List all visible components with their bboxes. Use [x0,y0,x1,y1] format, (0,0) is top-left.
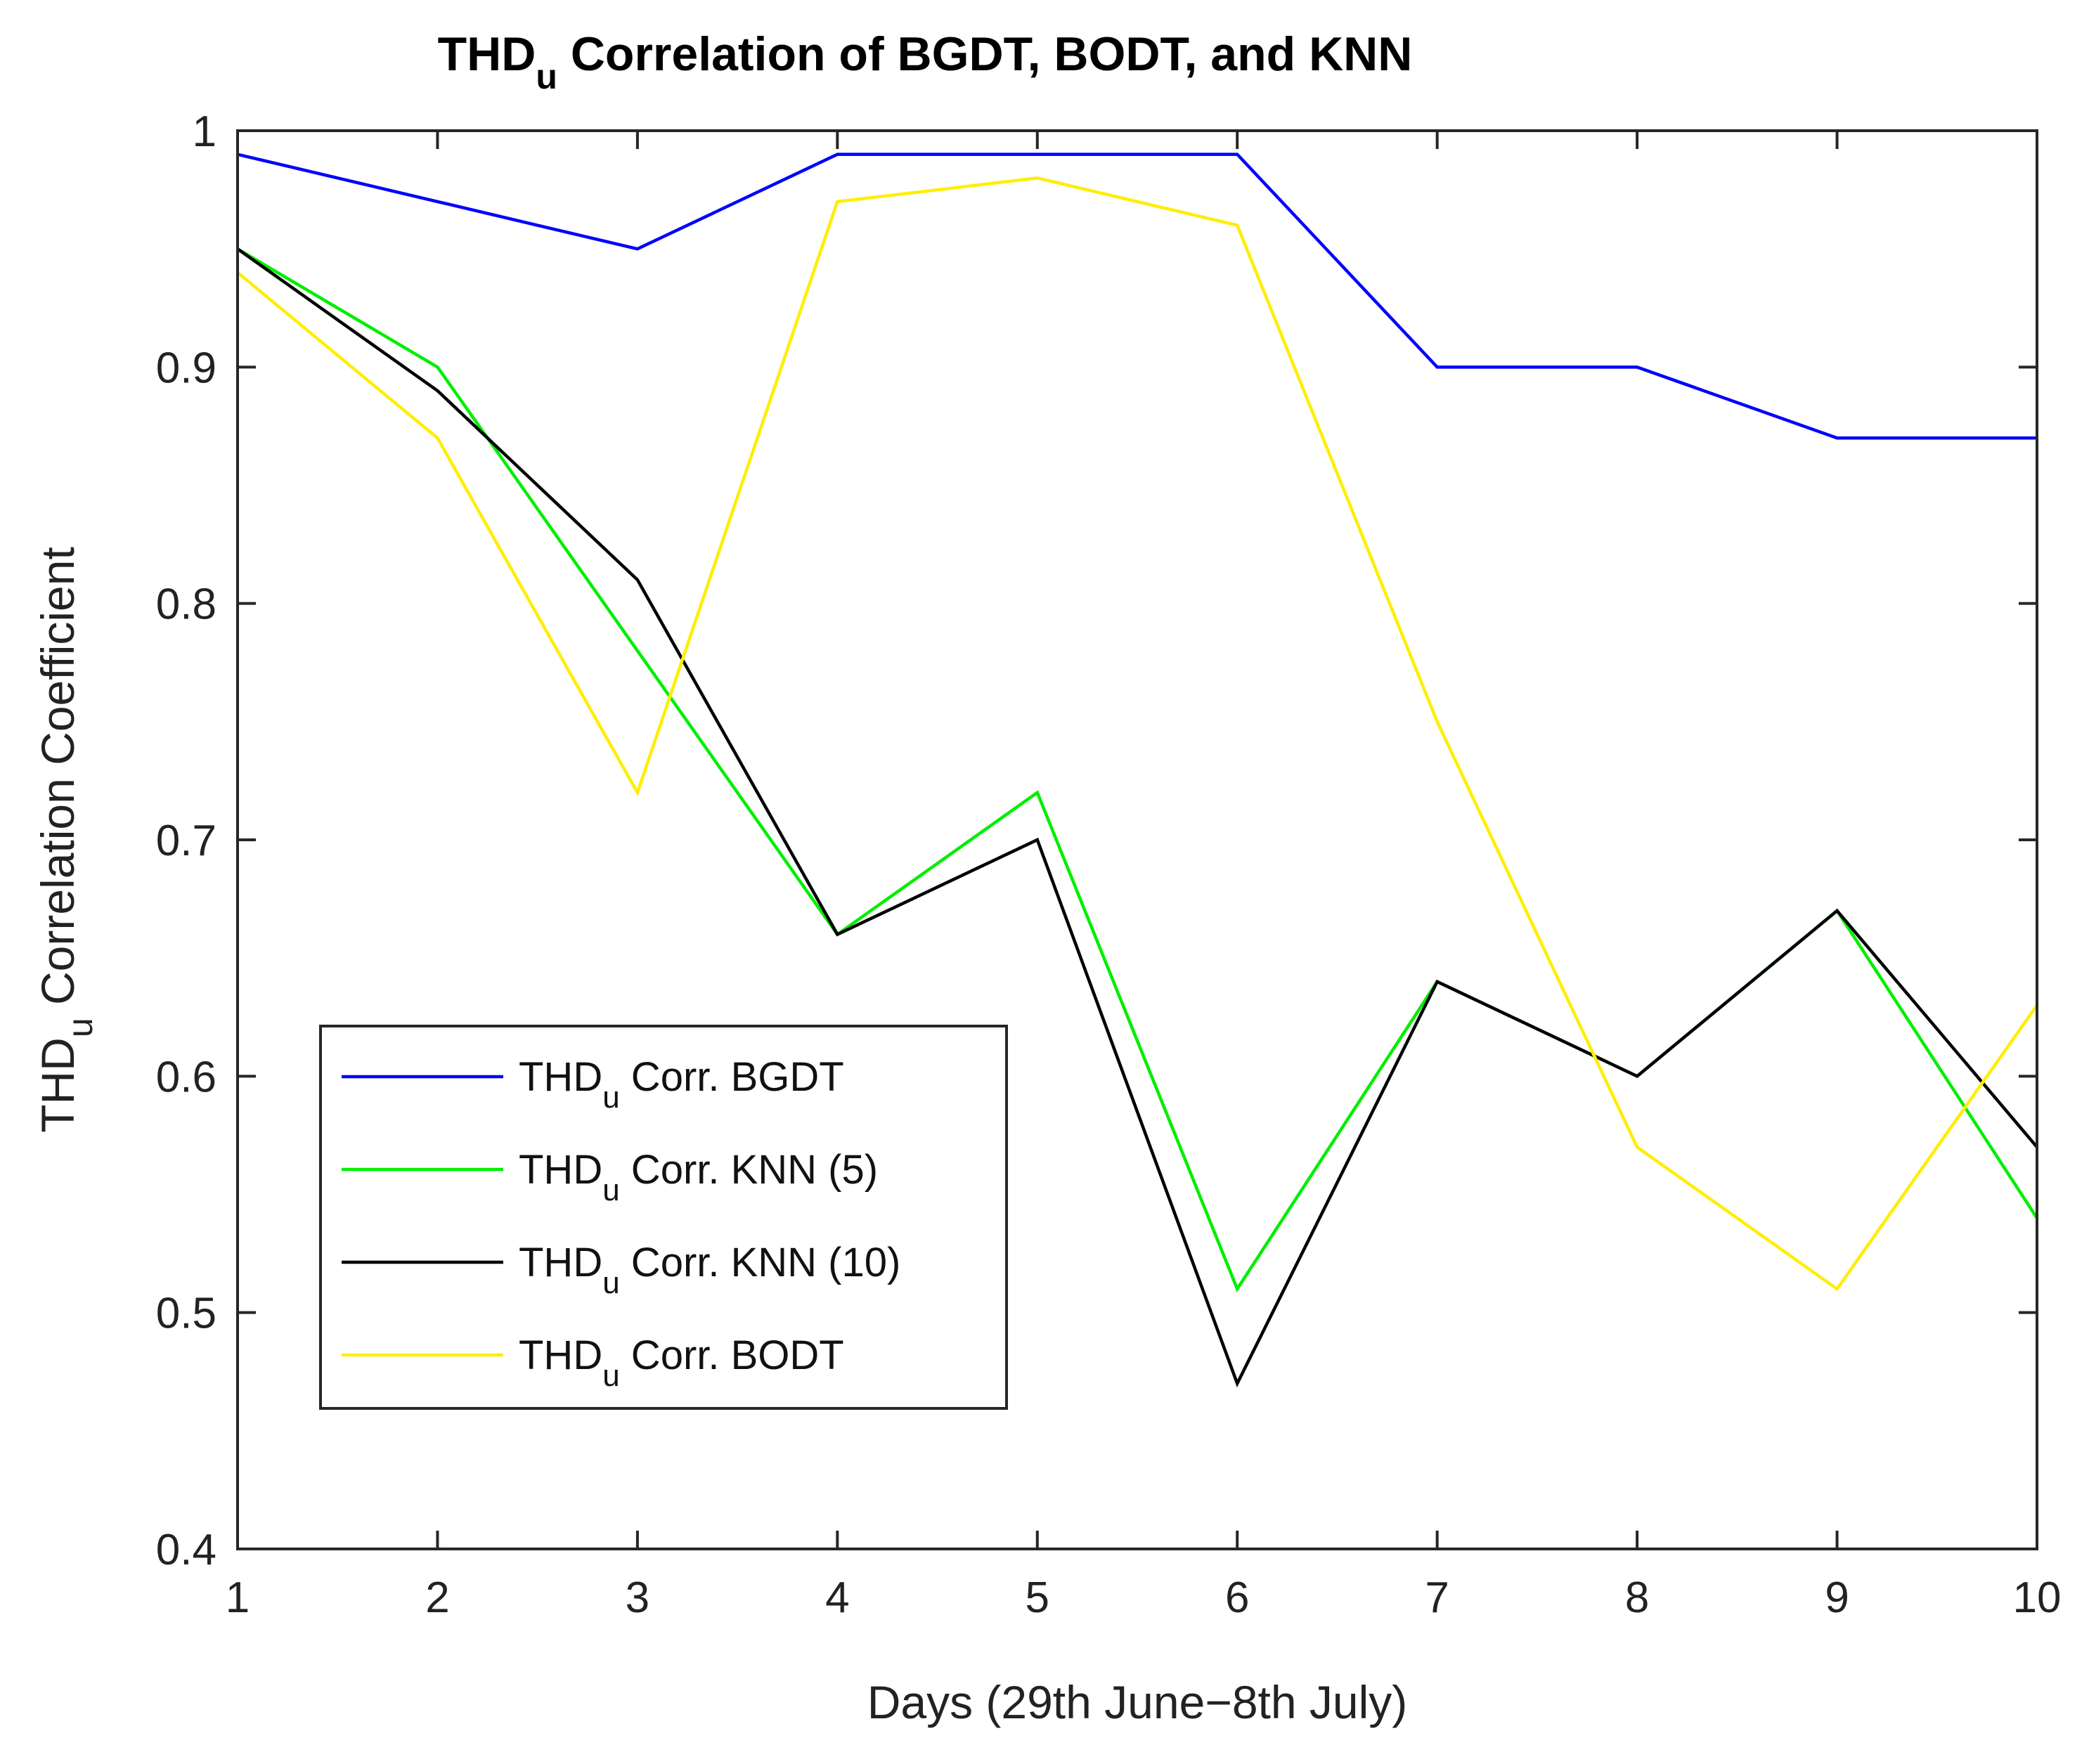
chart-title-main: THD [438,27,536,81]
x-tick-label: 10 [2013,1574,2062,1622]
y-tick-label: 0.4 [156,1526,216,1574]
x-axis-label: Days (29th June−8th July) [867,1676,1408,1728]
x-tick-label: 4 [825,1574,849,1622]
chart-title: THDu Correlation of BGDT, BODT, and KNN [438,27,1413,96]
x-tick-label: 5 [1026,1574,1049,1622]
x-tick-label: 3 [626,1574,649,1622]
y-axis-label-rest: Correlation Coefficient [32,547,84,1018]
legend: THDu Corr. BGDT THDu Corr. KNN (5) THDu Co… [319,1025,1008,1410]
y-tick-label: 0.9 [156,344,216,392]
y-axis-label-main: THD [32,1037,84,1133]
chart-title-rest: Correlation of BGDT, BODT, and KNN [557,27,1412,81]
y-tick-label: 0.5 [156,1290,216,1338]
x-tick-label: 7 [1425,1574,1449,1622]
y-axis-ticks: 0.4 0.5 0.6 0.7 0.8 0.9 1 [156,108,2037,1574]
legend-label-bodt: THDu Corr. BODT [519,1332,844,1393]
series-line-bgdt [237,153,2037,440]
legend-label-bgdt: THDu Corr. BGDT [519,1054,844,1115]
y-tick-label: 0.8 [156,581,216,629]
x-tick-label: 6 [1225,1574,1249,1622]
y-axis-label: THDu Correlation Coefficient [32,547,100,1133]
legend-box [319,1025,1008,1410]
x-tick-label: 2 [425,1574,449,1622]
chart-title-subscript: u [536,57,557,96]
plot-frame [236,129,2038,1550]
series-line-knn10 [236,247,2038,1388]
x-tick-label: 8 [1625,1574,1649,1622]
y-tick-label: 0.6 [156,1053,216,1101]
y-axis-label-subscript: u [60,1018,100,1037]
legend-label-knn10: THDu Corr. KNN (10) [519,1240,900,1300]
legend-label-knn5: THDu Corr. KNN (5) [519,1147,878,1207]
y-tick-label: 0.7 [156,817,216,865]
series-lines [236,153,2038,1388]
x-tick-label: 9 [1825,1574,1849,1622]
y-tick-label: 1 [193,108,216,156]
series-line-bodt [236,176,2038,1292]
x-tick-label: 1 [226,1574,250,1622]
